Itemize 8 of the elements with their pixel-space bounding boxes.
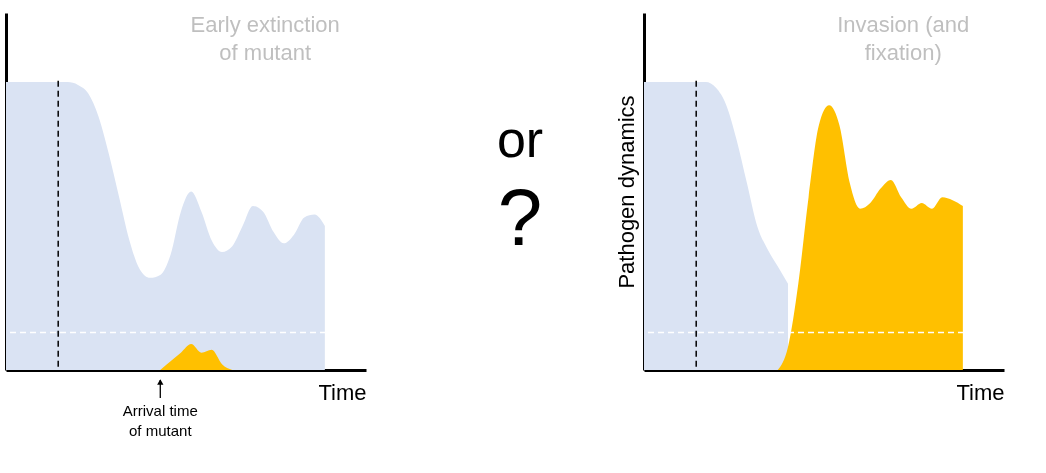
text: ? [497,172,543,265]
y-axis-title: Pathogen dynamics [613,95,639,289]
text: Invasion (and fixation) [837,12,970,65]
text: Early extinction of mutant [190,12,340,65]
x-axis-title: Time [956,379,1005,405]
text: or [496,109,544,170]
text: Arrival time of mutant [122,402,198,439]
x-axis-title: Time [318,379,367,405]
